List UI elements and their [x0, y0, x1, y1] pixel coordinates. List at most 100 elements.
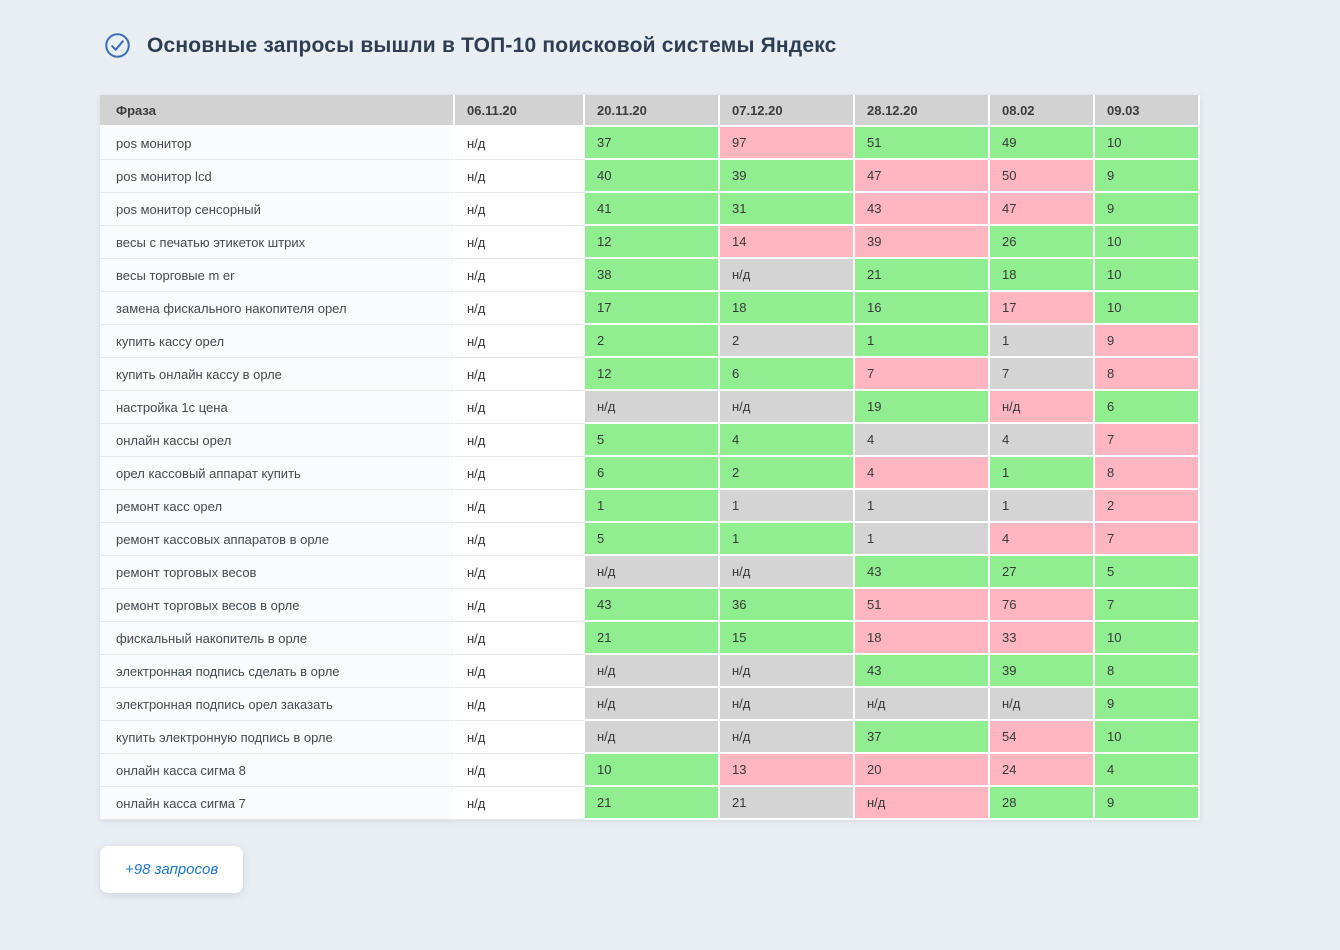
value-cell: 50 — [990, 160, 1095, 193]
value-cell: н/д — [585, 688, 720, 721]
value-cell: 12 — [585, 226, 720, 259]
phrase-cell: купить онлайн кассу в орле — [100, 358, 455, 391]
value-cell: 54 — [990, 721, 1095, 754]
value-cell: н/д — [455, 556, 585, 589]
value-cell: 10 — [1095, 259, 1200, 292]
table-row: ремонт кассовых аппаратов в орле н/д 5 1 1 4 7 — [100, 523, 1200, 556]
table-row: купить онлайн кассу в орле н/д 12 6 7 7 8 — [100, 358, 1200, 391]
more-queries-button[interactable]: +98 запросов — [100, 846, 244, 893]
phrase-cell: купить кассу орел — [100, 325, 455, 358]
value-cell: н/д — [455, 424, 585, 457]
value-cell: 51 — [855, 127, 990, 160]
phrase-cell: pos монитор lcd — [100, 160, 455, 193]
table-body: pos монитор н/д 37 97 51 49 10 pos монитор lcd н… — [100, 127, 1200, 820]
phrase-cell: электронная подпись орел заказать — [100, 688, 455, 721]
value-cell: 43 — [855, 655, 990, 688]
value-cell: н/д — [720, 688, 855, 721]
value-cell: 1 — [855, 325, 990, 358]
value-cell: 37 — [855, 721, 990, 754]
value-cell: 6 — [720, 358, 855, 391]
value-cell: н/д — [720, 556, 855, 589]
value-cell: н/д — [455, 655, 585, 688]
value-cell: 14 — [720, 226, 855, 259]
value-cell: н/д — [720, 391, 855, 424]
value-cell: 9 — [1095, 193, 1200, 226]
phrase-cell: купить электронную подпись в орле — [100, 721, 455, 754]
phrase-cell: орел кассовый аппарат купить — [100, 457, 455, 490]
table-row: онлайн кассы орел н/д 5 4 4 4 7 — [100, 424, 1200, 457]
value-cell: 9 — [1095, 160, 1200, 193]
value-cell: н/д — [855, 688, 990, 721]
value-cell: 4 — [990, 424, 1095, 457]
phrase-cell: фискальный накопитель в орле — [100, 622, 455, 655]
value-cell: н/д — [455, 127, 585, 160]
table-row: электронная подпись сделать в орле н/д н/д… — [100, 655, 1200, 688]
value-cell: 1 — [990, 490, 1095, 523]
value-cell: н/д — [455, 226, 585, 259]
value-cell: 9 — [1095, 787, 1200, 820]
table-row: настройка 1с цена н/д н/д н/д 19 н/д 6 — [100, 391, 1200, 424]
value-cell: 24 — [990, 754, 1095, 787]
value-cell: 8 — [1095, 457, 1200, 490]
value-cell: 2 — [720, 325, 855, 358]
phrase-cell: ремонт касс орел — [100, 490, 455, 523]
value-cell: н/д — [455, 259, 585, 292]
table-row: весы с печатью этикеток штрих н/д 12 14 39 26… — [100, 226, 1200, 259]
value-cell: 5 — [1095, 556, 1200, 589]
value-cell: 13 — [720, 754, 855, 787]
value-cell: н/д — [990, 391, 1095, 424]
value-cell: 33 — [990, 622, 1095, 655]
table-row: весы торговые m er н/д 38 н/д 21 18 10 — [100, 259, 1200, 292]
value-cell: 21 — [585, 787, 720, 820]
value-cell: 18 — [855, 622, 990, 655]
value-cell: 28 — [990, 787, 1095, 820]
value-cell: 40 — [585, 160, 720, 193]
value-cell: 1 — [990, 325, 1095, 358]
value-cell: 1 — [720, 490, 855, 523]
value-cell: 17 — [990, 292, 1095, 325]
value-cell: 39 — [720, 160, 855, 193]
value-cell: 4 — [990, 523, 1095, 556]
value-cell: н/д — [455, 523, 585, 556]
value-cell: 7 — [855, 358, 990, 391]
value-cell: 10 — [585, 754, 720, 787]
value-cell: 9 — [1095, 688, 1200, 721]
value-cell: 51 — [855, 589, 990, 622]
value-cell: 18 — [720, 292, 855, 325]
value-cell: н/д — [455, 391, 585, 424]
value-cell: н/д — [585, 655, 720, 688]
value-cell: 7 — [1095, 589, 1200, 622]
value-cell: 6 — [1095, 391, 1200, 424]
value-cell: 5 — [585, 424, 720, 457]
value-cell: 38 — [585, 259, 720, 292]
value-cell: 10 — [1095, 622, 1200, 655]
phrase-cell: ремонт торговых весов — [100, 556, 455, 589]
value-cell: 15 — [720, 622, 855, 655]
value-cell: н/д — [455, 160, 585, 193]
value-cell: 36 — [720, 589, 855, 622]
value-cell: 39 — [855, 226, 990, 259]
value-cell: н/д — [585, 721, 720, 754]
value-cell: 1 — [720, 523, 855, 556]
value-cell: 26 — [990, 226, 1095, 259]
page-title: Основные запросы вышли в ТОП-10 поисково… — [147, 33, 837, 57]
value-cell: 43 — [585, 589, 720, 622]
phrase-cell: pos монитор сенсорный — [100, 193, 455, 226]
table-row: pos монитор lcd н/д 40 39 47 50 9 — [100, 160, 1200, 193]
column-header-date: 07.12.20 — [720, 95, 855, 127]
value-cell: 8 — [1095, 358, 1200, 391]
header-row: Фраза 06.11.20 20.11.20 07.12.20 28.12.20 08.… — [100, 95, 1200, 127]
phrase-cell: ремонт кассовых аппаратов в орле — [100, 523, 455, 556]
phrase-cell: онлайн касса сигма 8 — [100, 754, 455, 787]
value-cell: н/д — [720, 259, 855, 292]
column-header-date: 20.11.20 — [585, 95, 720, 127]
value-cell: 4 — [720, 424, 855, 457]
value-cell: 7 — [1095, 523, 1200, 556]
value-cell: 1 — [990, 457, 1095, 490]
value-cell: 8 — [1095, 655, 1200, 688]
column-header-date: 08.02 — [990, 95, 1095, 127]
table-row: онлайн касса сигма 8 н/д 10 13 20 24 4 — [100, 754, 1200, 787]
phrase-cell: pos монитор — [100, 127, 455, 160]
value-cell: н/д — [585, 556, 720, 589]
value-cell: 10 — [1095, 127, 1200, 160]
